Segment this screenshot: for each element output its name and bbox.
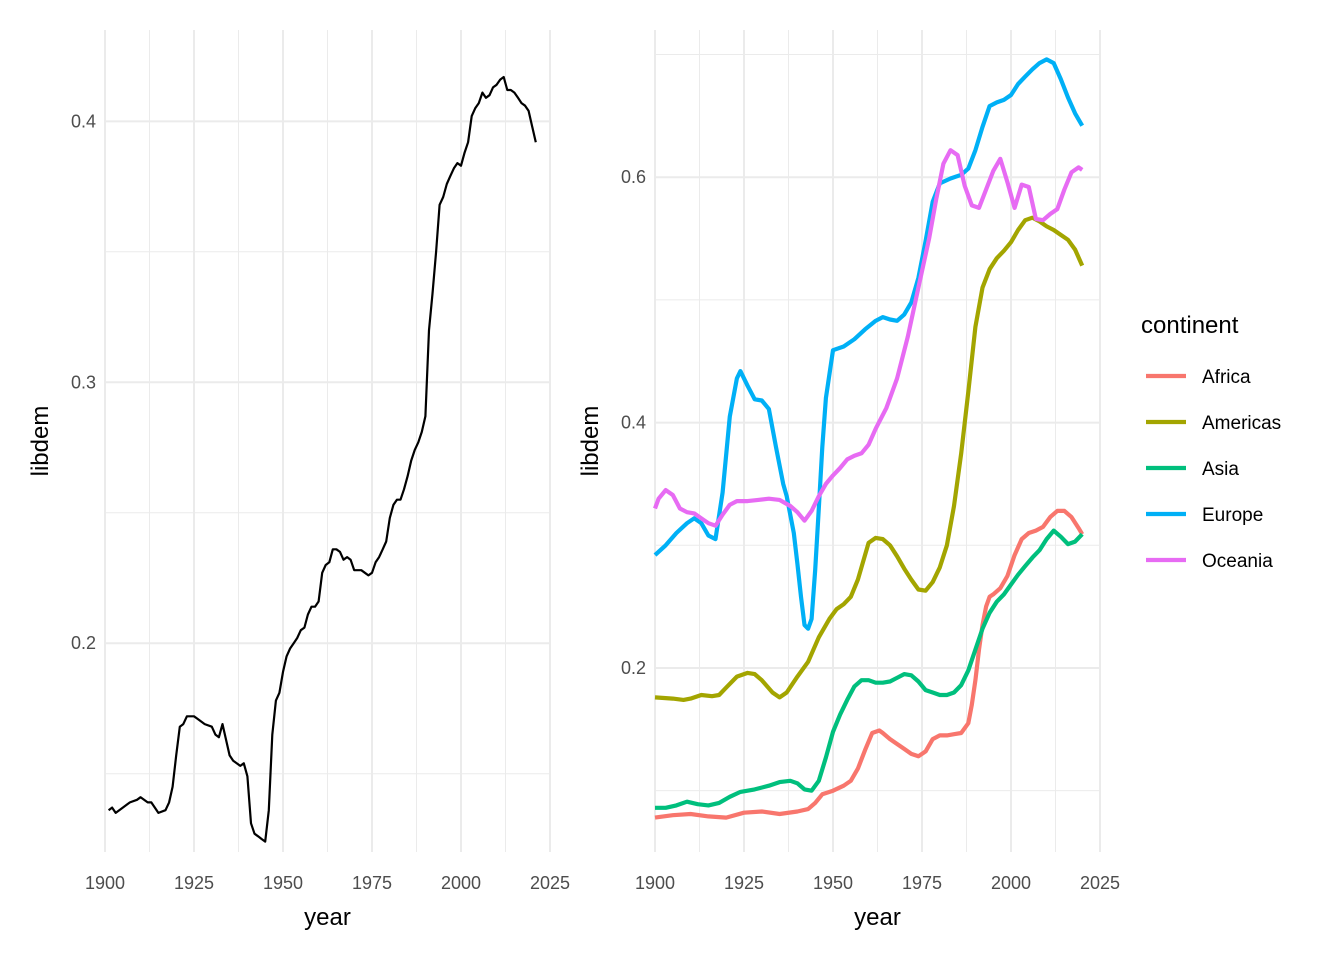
left-y-tick-label: 0.2 bbox=[71, 633, 96, 653]
panel-left-y-ticks: 0.2 0.3 0.4 bbox=[71, 111, 96, 653]
legend-label-asia: Asia bbox=[1202, 459, 1239, 480]
legend: continent Africa Americas Asia Europe Oceani… bbox=[1141, 312, 1281, 572]
left-x-tick-label: 2000 bbox=[441, 873, 481, 893]
left-x-tick-label: 1900 bbox=[85, 873, 125, 893]
legend-entries: Africa Americas Asia Europe Oceania bbox=[1146, 367, 1281, 572]
left-y-tick-label: 0.3 bbox=[71, 372, 96, 392]
panel-right-y-axis-title: libdem bbox=[577, 406, 604, 477]
panel-left-grid bbox=[104, 30, 551, 852]
left-x-tick-label: 2025 bbox=[530, 873, 570, 893]
right-x-tick-label: 2025 bbox=[1080, 873, 1120, 893]
legend-label-africa: Africa bbox=[1202, 367, 1251, 388]
right-line-oceania bbox=[653, 148, 1084, 528]
left-x-tick-label: 1975 bbox=[352, 873, 392, 893]
right-line-asia bbox=[655, 528, 1084, 810]
panel-right-x-ticks: 1900 1925 1950 1975 2000 2025 bbox=[635, 873, 1120, 893]
right-x-tick-label: 1925 bbox=[724, 873, 764, 893]
panel-left-lines bbox=[107, 75, 537, 843]
panel-left-x-axis-title: year bbox=[304, 904, 351, 931]
legend-label-europe: Europe bbox=[1202, 505, 1263, 526]
left-line-series-0 bbox=[107, 75, 537, 843]
panel-right-lines bbox=[653, 57, 1085, 820]
panel-right-y-ticks: 0.2 0.4 0.6 bbox=[621, 167, 646, 678]
right-x-tick-label: 2000 bbox=[991, 873, 1031, 893]
legend-title: continent bbox=[1141, 312, 1239, 339]
right-y-tick-label: 0.6 bbox=[621, 167, 646, 187]
right-x-tick-label: 1900 bbox=[635, 873, 675, 893]
panel-left-y-axis-title: libdem bbox=[27, 406, 54, 477]
right-y-tick-label: 0.2 bbox=[621, 658, 646, 678]
panel-left-x-ticks: 1900 1925 1950 1975 2000 2025 bbox=[85, 873, 570, 893]
left-y-tick-label: 0.4 bbox=[71, 111, 96, 131]
panel-left: 1900 1925 1950 1975 2000 2025 0.20.30.4 year … bbox=[27, 30, 570, 931]
panel-right-grid bbox=[654, 30, 1101, 852]
left-x-tick-label: 1950 bbox=[263, 873, 303, 893]
right-y-tick-label: 0.4 bbox=[621, 413, 646, 433]
right-line-americas bbox=[654, 215, 1085, 703]
legend-label-americas: Americas bbox=[1202, 413, 1281, 434]
right-line-africa bbox=[654, 508, 1085, 820]
left-x-tick-label: 1925 bbox=[174, 873, 214, 893]
right-line-europe bbox=[653, 57, 1085, 631]
right-x-tick-label: 1975 bbox=[902, 873, 942, 893]
right-x-tick-label: 1950 bbox=[813, 873, 853, 893]
panel-right-x-axis-title: year bbox=[854, 904, 901, 931]
panel-right: 1900 1925 1950 1975 2000 2025 0.20.40.6 year … bbox=[577, 30, 1120, 931]
legend-label-oceania: Oceania bbox=[1202, 551, 1273, 572]
